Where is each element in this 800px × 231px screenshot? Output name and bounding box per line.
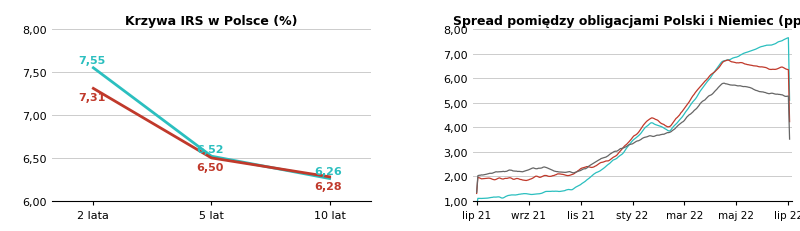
Text: 7,55: 7,55 bbox=[78, 56, 106, 66]
Text: 7,31: 7,31 bbox=[78, 93, 106, 103]
Text: 6,52: 6,52 bbox=[196, 144, 224, 154]
Title: Spread pomiędzy obligacjami Polski i Niemiec (pp.): Spread pomiędzy obligacjami Polski i Nie… bbox=[453, 15, 800, 27]
Text: 6,28: 6,28 bbox=[314, 181, 342, 191]
Text: 6,50: 6,50 bbox=[196, 162, 223, 172]
Text: 6,26: 6,26 bbox=[314, 167, 342, 176]
Title: Krzywa IRS w Polsce (%): Krzywa IRS w Polsce (%) bbox=[126, 15, 298, 27]
